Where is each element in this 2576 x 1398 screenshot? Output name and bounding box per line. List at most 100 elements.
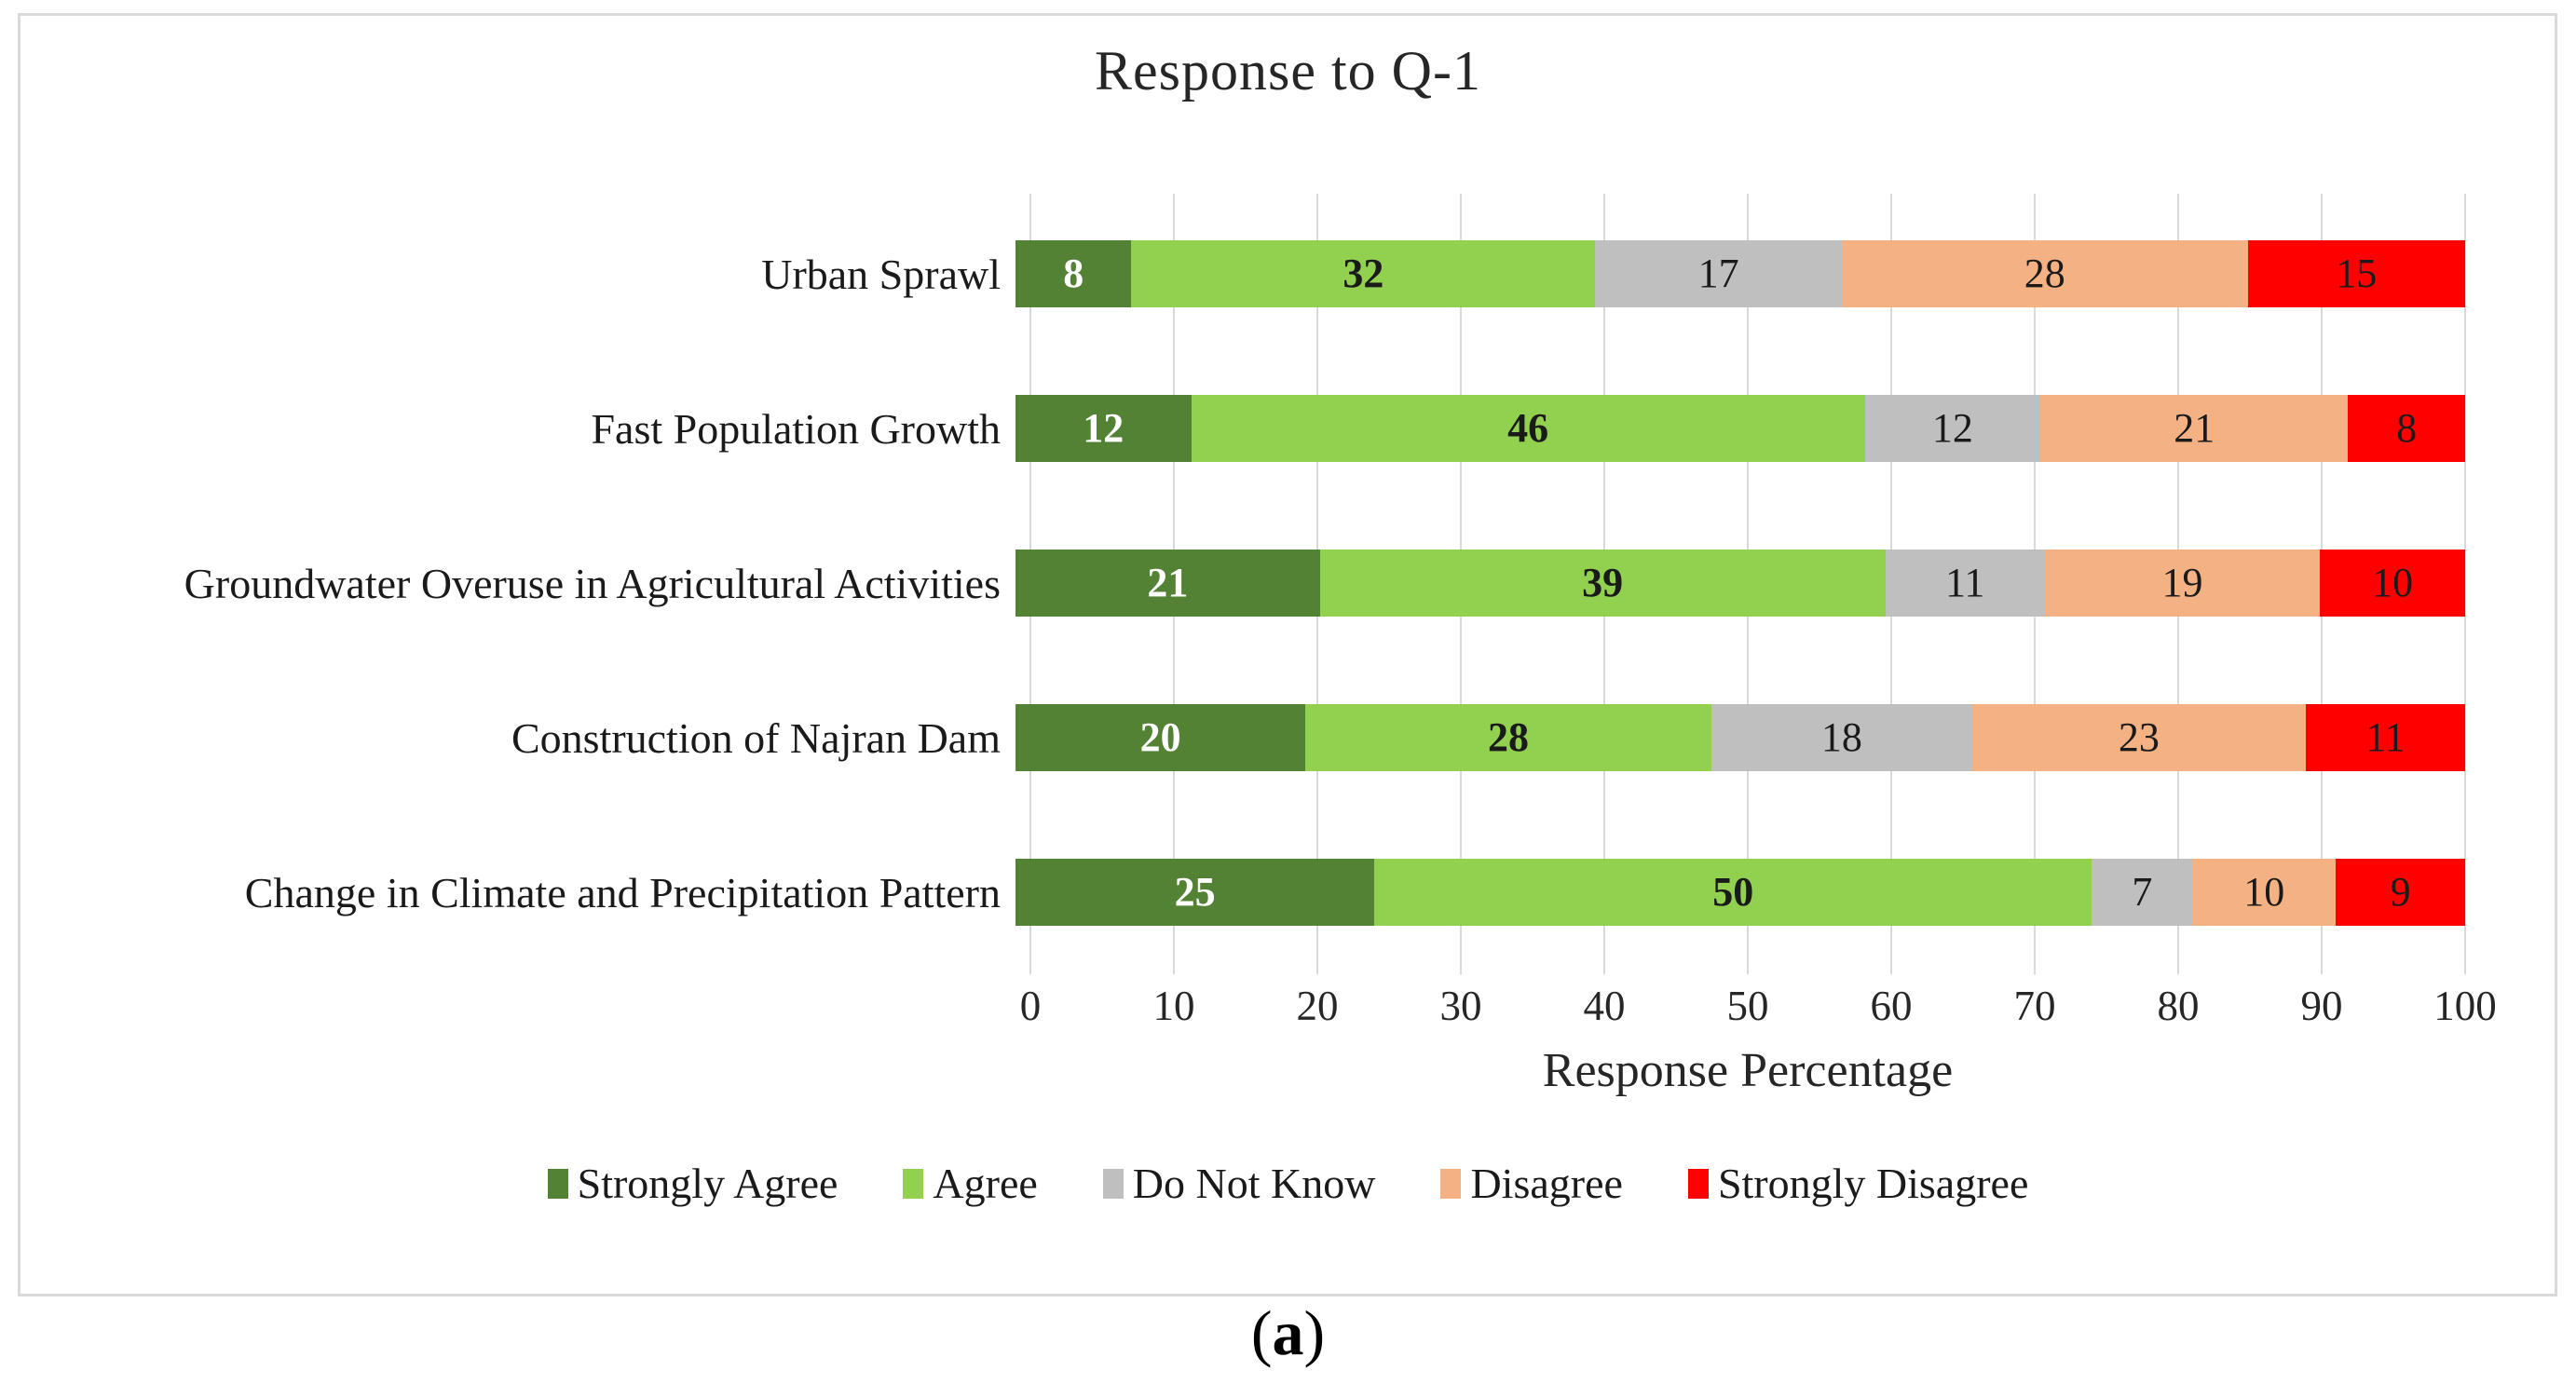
legend-item-do-not-know: Do Not Know xyxy=(1102,1159,1376,1208)
bar-segment-do-not-know: 11 xyxy=(1885,550,2045,617)
caption-close-paren: ) xyxy=(1303,1297,1326,1368)
legend-marker-icon xyxy=(1102,1168,1124,1199)
x-axis-ticks: 0 10 20 30 40 50 60 70 80 90 100 xyxy=(1020,982,2497,1034)
bar-segment-agree: 39 xyxy=(1319,550,1886,617)
bar-row: Urban Sprawl 8 32 17 28 15 xyxy=(37,197,2465,351)
bar-segment-strongly-disagree: 10 xyxy=(2320,550,2465,617)
bar-value-label: 50 xyxy=(1712,869,1754,915)
bar-value-label: 28 xyxy=(1488,714,1530,760)
bar-row: Construction of Najran Dam 20 28 18 23 11 xyxy=(37,660,2465,815)
gridline xyxy=(2464,194,2466,974)
bar-row: Fast Population Growth 12 46 12 21 8 xyxy=(37,351,2465,506)
bar-value-label: 19 xyxy=(2161,560,2203,605)
bar-segment-disagree: 21 xyxy=(2040,395,2349,462)
bar-segment-strongly-disagree: 9 xyxy=(2336,859,2465,926)
bar-value-label: 39 xyxy=(1582,560,1624,605)
figure-caption: (a) xyxy=(0,1296,2576,1370)
category-label: Fast Population Growth xyxy=(591,404,1001,453)
bar-segment-strongly-disagree: 15 xyxy=(2247,240,2465,307)
x-tick-label: 30 xyxy=(1439,983,1482,1029)
bar-segment-agree: 46 xyxy=(1191,395,1865,462)
bar-segment-disagree: 19 xyxy=(2044,550,2321,617)
category-label: Change in Climate and Precipitation Patt… xyxy=(244,868,1001,916)
bar-value-label: 17 xyxy=(1697,251,1739,296)
chart-title: Response to Q-1 xyxy=(1095,40,1481,102)
bar-value-label: 21 xyxy=(1147,560,1189,605)
bar-segment-strongly-agree: 25 xyxy=(1015,859,1375,926)
bar-value-label: 8 xyxy=(2396,405,2418,451)
bar-segment-do-not-know: 7 xyxy=(2092,859,2193,926)
bar-value-label: 25 xyxy=(1174,869,1216,915)
bar-value-label: 11 xyxy=(2365,714,2406,760)
x-tick-label: 60 xyxy=(1870,983,1913,1029)
legend-marker-icon xyxy=(1440,1168,1462,1199)
x-tick-label: 50 xyxy=(1726,983,1769,1029)
bar-row: Change in Climate and Precipitation Patt… xyxy=(37,815,2465,970)
bar-segment-do-not-know: 12 xyxy=(1864,395,2041,462)
legend-item-agree: Agree xyxy=(903,1159,1038,1208)
bar-segment-strongly-agree: 20 xyxy=(1015,704,1306,771)
bar-value-label: 32 xyxy=(1343,251,1384,296)
bar-segment-disagree: 23 xyxy=(1971,704,2306,771)
category-label: Groundwater Overuse in Agricultural Acti… xyxy=(184,559,1001,607)
bar-segment-strongly-agree: 8 xyxy=(1015,240,1132,307)
stacked-bar: 25 50 7 10 9 xyxy=(1015,859,2465,926)
bar-segment-strongly-disagree: 8 xyxy=(2348,395,2465,462)
bar-segment-do-not-know: 18 xyxy=(1711,704,1972,771)
bar-value-label: 20 xyxy=(1139,714,1181,760)
stacked-bar: 12 46 12 21 8 xyxy=(1015,395,2465,462)
stacked-bar: 8 32 17 28 15 xyxy=(1015,240,2465,307)
caption-letter: a xyxy=(1272,1297,1304,1368)
legend-label: Strongly Agree xyxy=(577,1160,838,1207)
x-tick-label: 70 xyxy=(2013,983,2056,1029)
bar-value-label: 10 xyxy=(2243,869,2285,915)
bar-segment-agree: 28 xyxy=(1305,704,1711,771)
bar-value-label: 28 xyxy=(2024,251,2065,296)
bar-segment-do-not-know: 17 xyxy=(1595,240,1842,307)
legend-marker-icon xyxy=(903,1168,924,1199)
bar-value-label: 9 xyxy=(2390,869,2411,915)
legend-item-strongly-agree: Strongly Agree xyxy=(547,1159,838,1208)
figure-border xyxy=(18,13,2557,1296)
bar-value-label: 15 xyxy=(2336,251,2378,296)
x-axis-title: Response Percentage xyxy=(1542,1044,1954,1097)
stacked-bar-rows: Urban Sprawl 8 32 17 28 15 Fast Population Gro… xyxy=(37,197,2465,970)
bar-value-label: 21 xyxy=(2174,405,2215,451)
x-tick-label: 90 xyxy=(2300,983,2343,1029)
x-tick-label: 10 xyxy=(1152,983,1195,1029)
bar-value-label: 23 xyxy=(2118,714,2160,760)
stacked-bar: 20 28 18 23 11 xyxy=(1015,704,2465,771)
bar-segment-agree: 50 xyxy=(1374,859,2092,926)
bar-segment-agree: 32 xyxy=(1131,240,1596,307)
stacked-bar: 21 39 11 19 10 xyxy=(1015,550,2465,617)
bar-value-label: 46 xyxy=(1507,405,1549,451)
legend-label: Agree xyxy=(933,1160,1038,1207)
legend-item-strongly-disagree: Strongly Disagree xyxy=(1687,1159,2028,1208)
bar-value-label: 12 xyxy=(1083,405,1124,451)
bar-value-label: 8 xyxy=(1063,251,1084,296)
legend-label: Do Not Know xyxy=(1132,1160,1376,1207)
bar-segment-disagree: 10 xyxy=(2192,859,2337,926)
bar-value-label: 11 xyxy=(1944,560,1985,605)
legend-item-disagree: Disagree xyxy=(1440,1159,1623,1208)
legend: Strongly Agree Agree Do Not Know Disagree St… xyxy=(0,1159,2576,1208)
bar-value-label: 12 xyxy=(1931,405,1973,451)
x-tick-label: 0 xyxy=(1019,983,1042,1029)
bar-segment-strongly-agree: 12 xyxy=(1015,395,1192,462)
legend-marker-icon xyxy=(547,1168,568,1199)
legend-label: Disagree xyxy=(1470,1160,1623,1207)
bar-value-label: 7 xyxy=(2132,869,2153,915)
x-tick-label: 80 xyxy=(2157,983,2200,1029)
x-tick-label: 100 xyxy=(2433,983,2497,1029)
x-tick-label: 40 xyxy=(1583,983,1626,1029)
bar-value-label: 10 xyxy=(2372,560,2414,605)
bar-segment-strongly-disagree: 11 xyxy=(2305,704,2465,771)
x-tick-label: 20 xyxy=(1296,983,1339,1029)
bar-segment-strongly-agree: 21 xyxy=(1015,550,1320,617)
category-label: Urban Sprawl xyxy=(761,250,1001,298)
category-label: Construction of Najran Dam xyxy=(511,713,1001,762)
bar-segment-disagree: 28 xyxy=(1841,240,2248,307)
caption-open-paren: ( xyxy=(1250,1297,1273,1368)
bar-row: Groundwater Overuse in Agricultural Acti… xyxy=(37,506,2465,660)
